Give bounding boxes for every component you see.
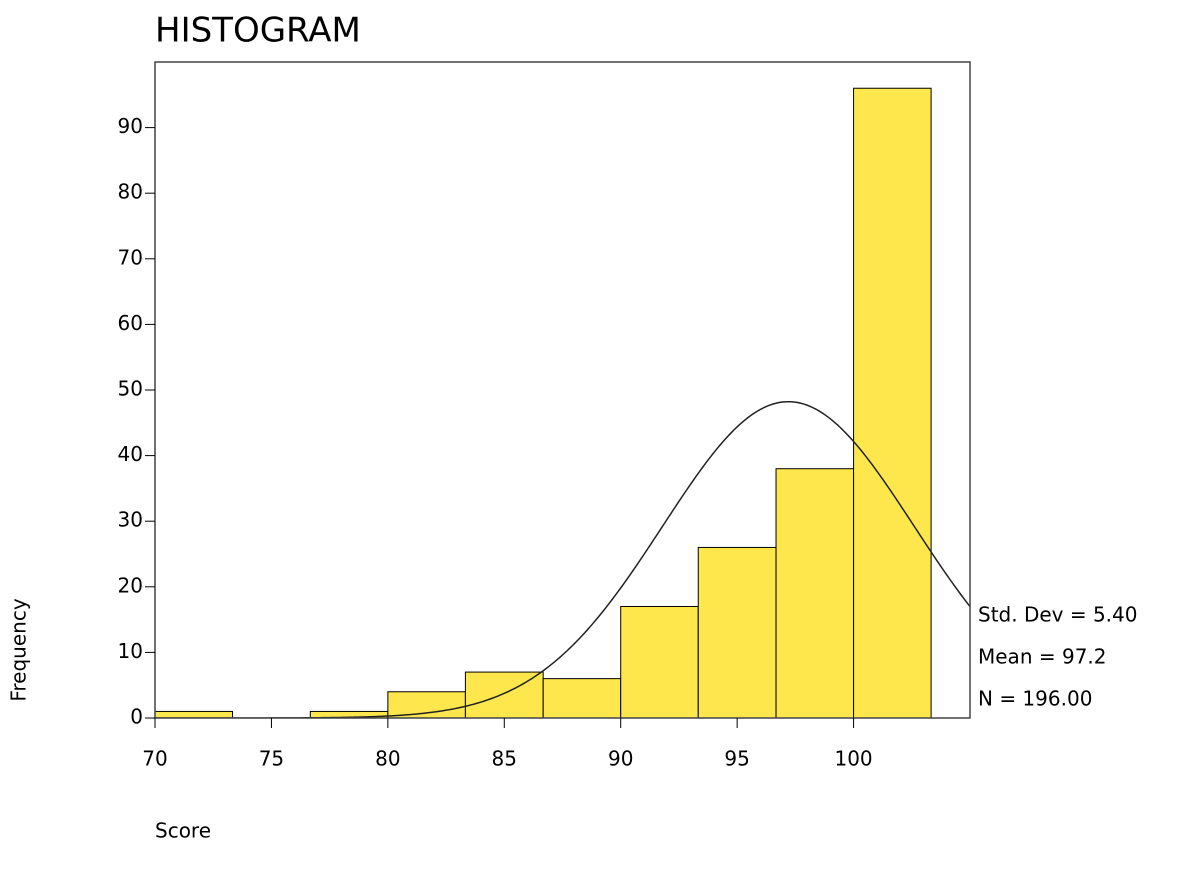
x-tick-label: 95 [724, 747, 749, 771]
y-tick-label: 70 [118, 245, 143, 269]
y-tick-label: 60 [118, 311, 143, 335]
y-tick-label: 10 [118, 639, 143, 663]
bar [620, 605, 699, 719]
x-tick-label: 85 [492, 747, 517, 771]
x-axis-label: Score [155, 819, 211, 843]
x-tick-label: 90 [608, 747, 633, 771]
bar [775, 468, 855, 719]
x-tick-label: 100 [834, 747, 872, 771]
bar [542, 678, 622, 719]
x-tick-label: 75 [259, 747, 284, 771]
bar [154, 710, 234, 719]
stat-label: N = 196.00 [978, 687, 1092, 711]
y-tick-label: 20 [118, 573, 143, 597]
y-tick-label: 0 [130, 705, 143, 729]
y-tick-label: 40 [118, 442, 143, 466]
bar [853, 87, 932, 719]
y-tick-label: 30 [118, 508, 143, 532]
bar [697, 546, 777, 719]
x-tick-label: 80 [375, 747, 400, 771]
bar [387, 691, 466, 719]
y-axis-label: Frequency [7, 598, 31, 701]
chart-title: HISTOGRAM [155, 11, 361, 51]
stat-label: Mean = 97.2 [978, 645, 1107, 669]
x-tick-label: 70 [142, 747, 167, 771]
stat-label: Std. Dev = 5.40 [978, 603, 1138, 627]
y-tick-label: 90 [118, 114, 143, 138]
y-tick-label: 80 [118, 180, 143, 204]
y-tick-label: 50 [118, 377, 143, 401]
